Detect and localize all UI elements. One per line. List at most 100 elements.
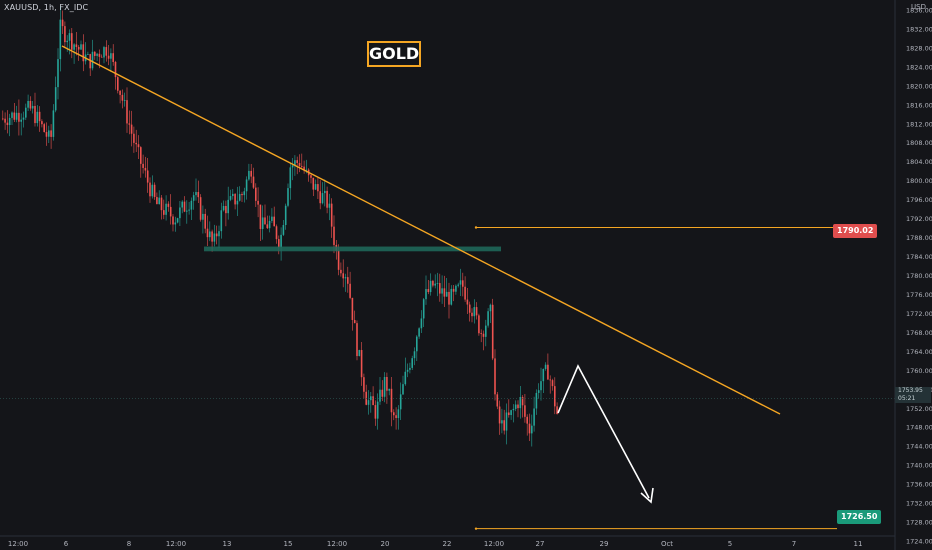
price-axis[interactable]: 1724.00 1728.00 1732.00 1736.00 1740.00 1744.…: [894, 0, 932, 550]
candle-body: [103, 47, 105, 58]
candle-body: [402, 384, 404, 395]
candle-body: [45, 132, 48, 137]
candle-body: [429, 280, 432, 293]
candle-body: [432, 280, 434, 286]
candle-body: [229, 196, 232, 200]
candle-body: [462, 280, 464, 287]
candle-body: [349, 283, 351, 298]
candle-body: [234, 193, 236, 205]
candle-body: [238, 193, 241, 201]
candle-body: [399, 394, 402, 410]
time-tick-label: 8: [127, 540, 131, 548]
candle-body: [248, 170, 250, 180]
candle-body: [301, 165, 303, 167]
candle-body: [436, 283, 439, 284]
candle-body: [409, 367, 411, 370]
candle-body: [342, 273, 344, 279]
candle-body: [133, 133, 135, 143]
candle-body: [519, 397, 522, 409]
target-line-anchor: [474, 527, 478, 530]
candle-body: [29, 100, 32, 109]
candle-body: [52, 110, 55, 137]
candle-body: [98, 53, 101, 57]
candle-body: [381, 389, 384, 397]
candle-body: [64, 26, 66, 43]
candle-body: [289, 167, 292, 189]
candle-body: [537, 390, 540, 393]
candle-body: [227, 199, 229, 214]
candle-body: [13, 112, 16, 120]
price-tick-label: 1804.00: [906, 158, 932, 166]
candle-body: [501, 420, 503, 424]
candle-body: [284, 205, 287, 226]
symbol-label[interactable]: XAUUSD, 1h, FX_IDC: [4, 3, 89, 12]
time-tick-label: 5: [728, 540, 732, 548]
candle-body: [266, 224, 269, 229]
time-tick-label: 6: [64, 540, 69, 548]
price-tick-label: 1724.00: [906, 538, 932, 546]
candle-body: [326, 190, 328, 208]
candle-body: [330, 203, 333, 227]
candle-body: [305, 169, 308, 171]
candle-body: [535, 392, 538, 409]
candle-body: [4, 118, 6, 123]
candle-body: [105, 47, 108, 56]
candle-body: [404, 371, 407, 385]
candle-body: [128, 123, 131, 125]
time-tick-label: 12:00: [327, 540, 347, 548]
time-tick-label: 13: [223, 540, 232, 548]
candle-body: [2, 118, 4, 120]
candle-body: [59, 19, 62, 60]
candle-body: [222, 206, 225, 211]
candle-body: [441, 288, 443, 294]
candle-body: [225, 206, 227, 214]
candle-body: [321, 193, 324, 204]
candle-body: [204, 213, 206, 229]
candle-body: [100, 56, 103, 58]
candle-body: [531, 425, 533, 434]
candle-body: [220, 210, 223, 232]
candle-body: [236, 200, 239, 205]
candle-body: [34, 105, 36, 124]
candle-body: [413, 351, 416, 359]
candle-body: [524, 405, 526, 417]
candle-body: [514, 404, 517, 409]
time-tick-label: 27: [536, 540, 545, 548]
candle-body: [146, 170, 149, 183]
candle-body: [94, 51, 96, 56]
candle-body: [174, 222, 177, 225]
price-tick-label: 1752.00: [906, 405, 932, 413]
candle-body: [188, 209, 190, 211]
candle-body: [376, 401, 379, 419]
target-price-tag: 1726.50: [837, 510, 882, 524]
candle-body: [57, 59, 59, 88]
candle-body: [165, 203, 167, 215]
candle-body: [66, 40, 68, 43]
candle-body: [450, 288, 453, 305]
candle-body: [475, 307, 478, 316]
candle-body: [512, 408, 515, 411]
candle-body: [510, 410, 512, 416]
time-axis[interactable]: 12:00 6 8 12:00 13 15 12:00 20 22 12:00 27 29 Oct 5 7 1…: [0, 535, 895, 548]
candle-body: [367, 400, 370, 405]
candle-body: [135, 142, 137, 145]
candle-body: [80, 44, 82, 50]
price-tick-label: 1820.00: [906, 82, 932, 90]
candle-body: [96, 53, 98, 56]
time-tick-label: 22: [443, 540, 452, 548]
price-tick-label: 1824.00: [906, 63, 932, 71]
currency-label: USD: [911, 3, 926, 11]
candle-body: [319, 191, 321, 204]
price-tick-label: 1728.00: [906, 519, 932, 527]
candle-body: [158, 197, 160, 205]
candle-body: [20, 119, 22, 122]
price-tick-label: 1772.00: [906, 310, 932, 318]
candle-body: [296, 160, 298, 163]
candle-body: [383, 377, 386, 397]
candle-body: [243, 191, 246, 196]
candle-body: [485, 325, 487, 337]
time-tick-label: 29: [600, 540, 609, 548]
time-tick-label: 12:00: [166, 540, 186, 548]
candle-body: [439, 283, 441, 294]
